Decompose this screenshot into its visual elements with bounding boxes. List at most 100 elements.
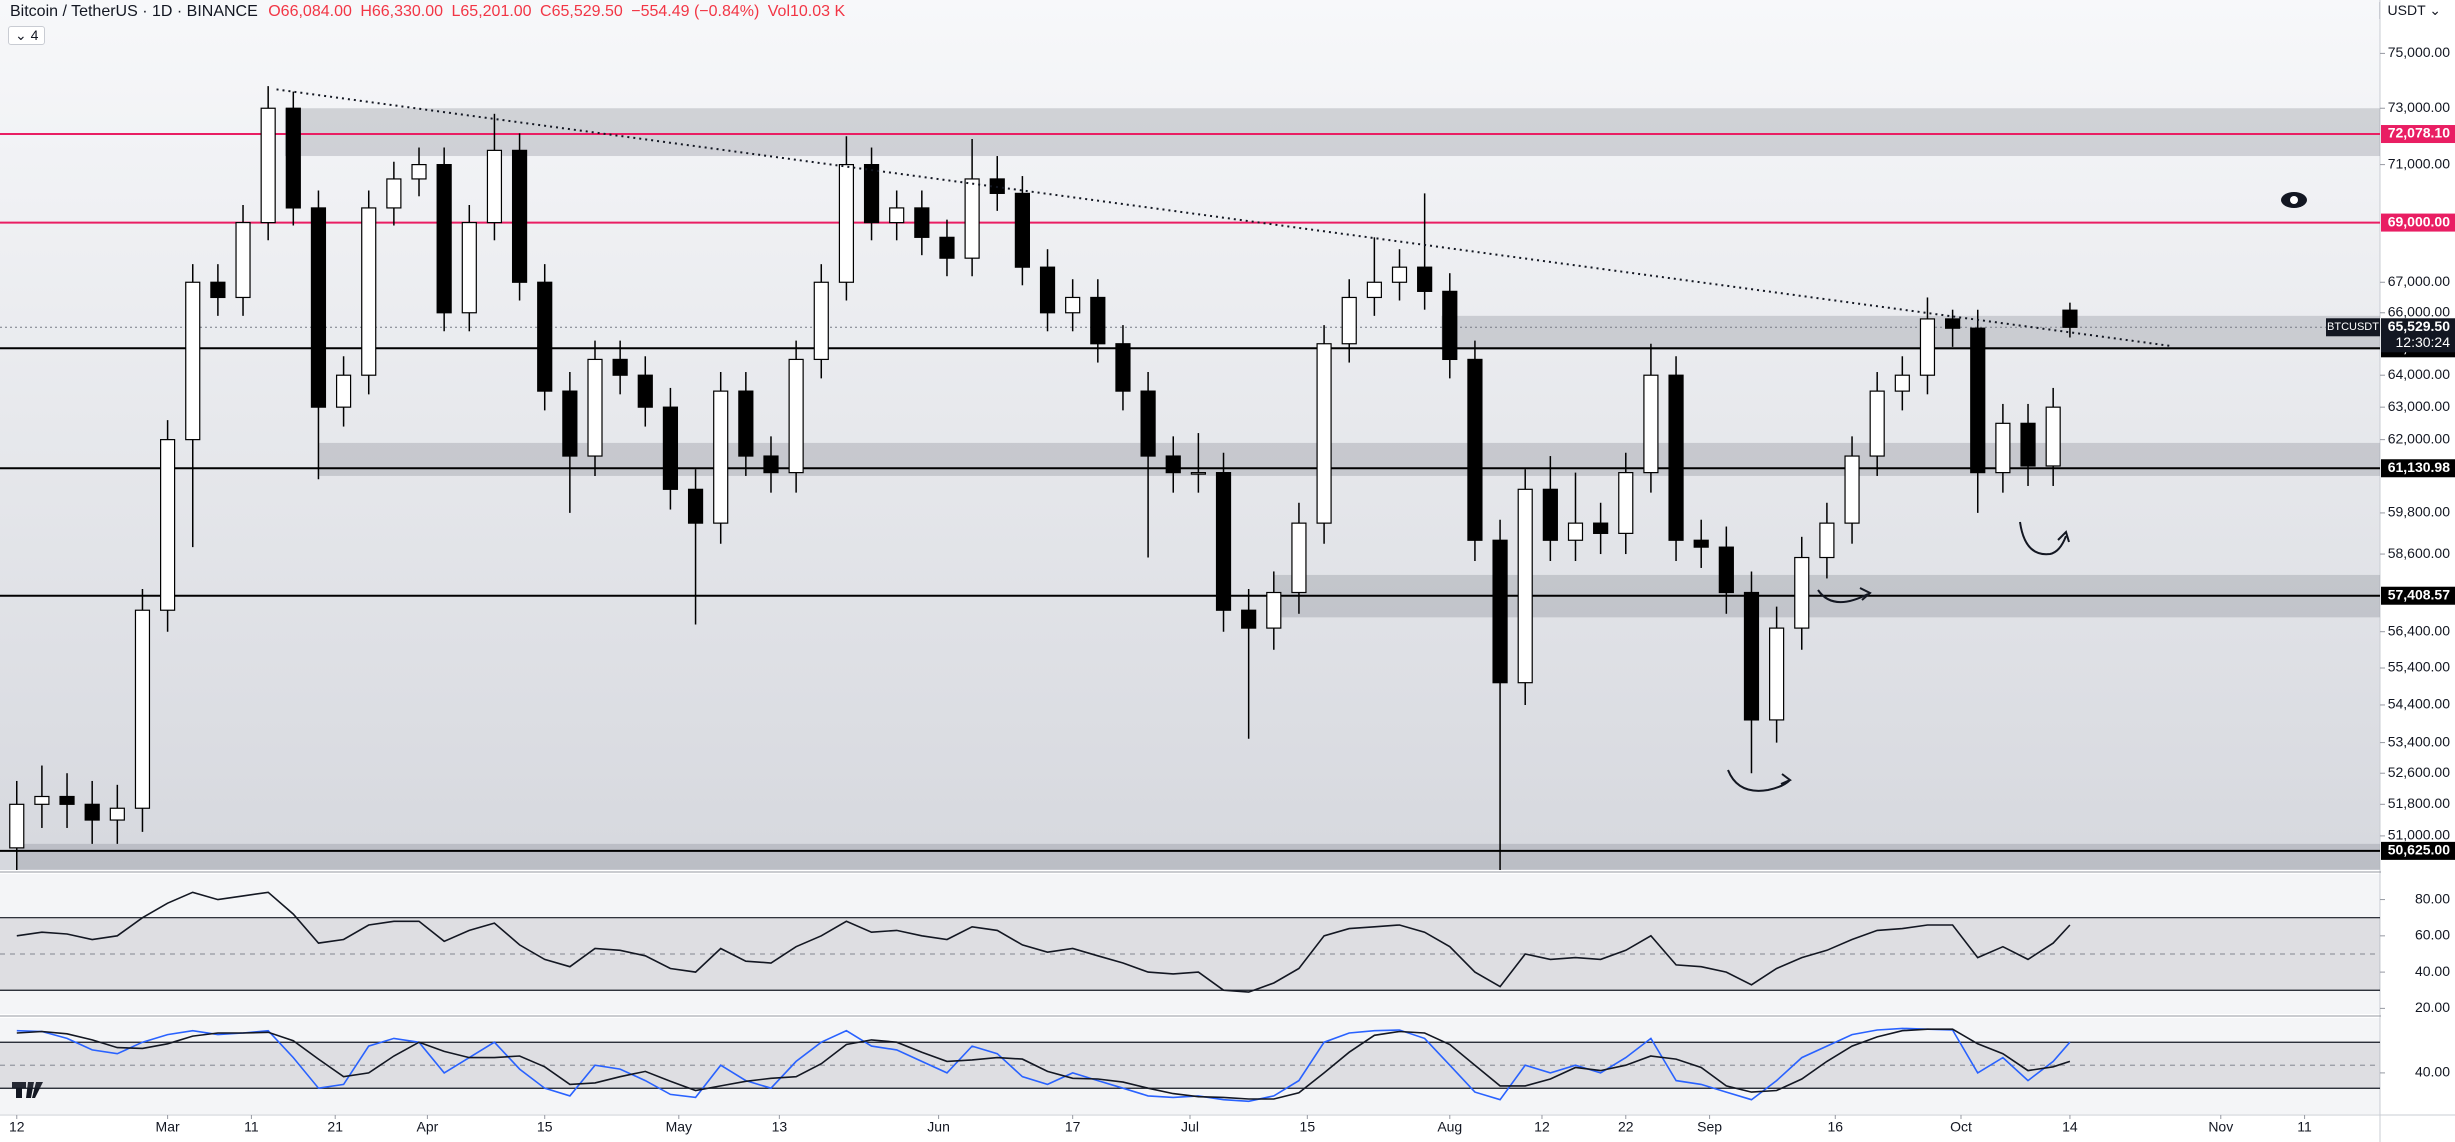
- symbol-tag-box: [2326, 318, 2380, 337]
- candle-body: [1241, 609, 1257, 629]
- candle-body: [763, 455, 779, 474]
- candle-body: [662, 406, 679, 490]
- candle-body: [1391, 266, 1408, 283]
- candle-body: [1919, 318, 1936, 376]
- candle-body: [964, 178, 980, 259]
- price-label-box: [2381, 586, 2455, 605]
- candle-body: [310, 207, 327, 408]
- eye-icon[interactable]: [2281, 192, 2307, 208]
- indicator-line: [16, 891, 2071, 993]
- candle-body: [285, 107, 301, 209]
- candle-body: [9, 803, 25, 849]
- legend-close: C65,529.50: [540, 3, 623, 20]
- candle-body: [1894, 374, 1910, 392]
- candle-body: [1291, 522, 1307, 594]
- symbol-tag: BTCUSDT: [2327, 321, 2379, 333]
- candle-body: [411, 164, 427, 180]
- candle-body: [59, 795, 75, 805]
- candle-body: [738, 390, 754, 457]
- candle-body: [1794, 556, 1810, 629]
- candle-body: [260, 107, 276, 224]
- x-tick-label: Oct: [1950, 1119, 1972, 1135]
- candle-body: [788, 358, 804, 474]
- candle-body: [1039, 266, 1056, 314]
- candle-body: [1090, 296, 1106, 345]
- indicator-line: [16, 1027, 2071, 1103]
- candle-body: [1366, 281, 1382, 299]
- candle-body: [863, 164, 880, 224]
- y-tick-label: 51,800.00: [2388, 795, 2450, 811]
- x-tick-label: Sep: [1697, 1119, 1722, 1135]
- y-tick-label: 20.00: [2415, 999, 2450, 1015]
- y-tick-label: 80.00: [2415, 890, 2450, 906]
- y-tick-label: 66,000.00: [2388, 303, 2450, 319]
- candle-body: [486, 149, 503, 224]
- indicator-line: [16, 1028, 2071, 1100]
- candle-body: [160, 439, 176, 611]
- curved-arrow: [1727, 769, 1791, 792]
- x-tick-label: 12: [9, 1119, 25, 1135]
- price-axis: [2381, 0, 2455, 1114]
- x-tick-label: 15: [1300, 1119, 1316, 1135]
- price-label: 72,078.10: [2388, 125, 2450, 141]
- y-tick-label: 62,000.00: [2388, 430, 2450, 446]
- candle-body: [1165, 455, 1181, 474]
- y-tick-label: 54,400.00: [2388, 696, 2450, 712]
- candle-body: [562, 390, 578, 457]
- price-label-box: [2381, 459, 2455, 478]
- x-tick-label: 15: [537, 1119, 553, 1135]
- symbol-title: Bitcoin / TetherUS · 1D · BINANCE: [10, 3, 258, 20]
- candle-body: [612, 358, 628, 376]
- price-label: 61,130.98: [2388, 459, 2450, 475]
- price-label-box: [2381, 125, 2455, 144]
- trendline: [276, 88, 2171, 347]
- x-tick-label: 11: [244, 1119, 259, 1135]
- arrow-head: [1780, 773, 1792, 785]
- candle-body: [34, 795, 50, 805]
- candle-body: [109, 807, 125, 821]
- y-tick-label: 58,600.00: [2388, 545, 2450, 561]
- candle-body: [1542, 488, 1558, 541]
- candle-body: [361, 207, 377, 376]
- candle-body: [1819, 522, 1835, 559]
- y-tick-label: 40.00: [2415, 1064, 2450, 1080]
- candle-body: [1417, 266, 1433, 292]
- candle-body: [2020, 422, 2036, 467]
- candle-body: [537, 281, 553, 392]
- candle-body: [235, 221, 251, 299]
- y-tick-label: 40.00: [2415, 963, 2450, 979]
- current-price-label: 65,529.50: [2388, 318, 2450, 334]
- arrow-head: [2057, 530, 2070, 543]
- candle-body: [939, 236, 955, 259]
- tradingview-logo[interactable]: [12, 1082, 43, 1098]
- candle-body: [1769, 627, 1785, 721]
- candle-body: [1467, 358, 1483, 541]
- legend-high: H66,330.00: [360, 3, 444, 20]
- zone: [318, 442, 2380, 476]
- y-tick-label: 75,000.00: [2388, 44, 2450, 60]
- currency-select[interactable]: USDT ⌄: [2378, 2, 2441, 19]
- candle-body: [1115, 343, 1131, 392]
- stoch-background: [0, 1018, 2380, 1114]
- candle-body: [134, 609, 151, 809]
- x-tick-label: 17: [1065, 1119, 1081, 1135]
- candle-body: [1844, 455, 1860, 524]
- y-tick-label: 56,400.00: [2388, 622, 2450, 638]
- x-tick-label: 11: [2297, 1119, 2312, 1135]
- legend-low: L65,201.00: [451, 3, 532, 20]
- zone: [284, 108, 2380, 157]
- candle-body: [436, 164, 452, 314]
- currency: USDT: [2387, 2, 2426, 18]
- indicator-toggle[interactable]: ⌄ 4: [8, 26, 46, 45]
- candle-body: [1014, 192, 1030, 268]
- price-label-box: [2381, 213, 2455, 232]
- candle-body: [1065, 296, 1081, 314]
- candle-body: [1341, 296, 1357, 345]
- candle-body: [587, 358, 603, 457]
- candle-body: [185, 281, 201, 441]
- candle-body: [210, 281, 226, 299]
- candle-body: [889, 207, 905, 224]
- y-tick-label: 67,000.00: [2388, 273, 2450, 289]
- candle-body: [1442, 290, 1458, 361]
